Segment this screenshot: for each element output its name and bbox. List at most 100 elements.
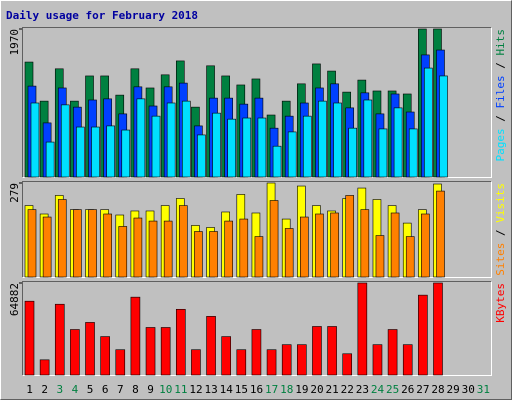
y-tick-label: 64882 <box>8 283 21 316</box>
bar <box>206 316 216 376</box>
x-tick-label: 13 <box>204 383 217 396</box>
x-tick-label: 20 <box>310 383 323 396</box>
x-tick-label: 17 <box>265 383 278 396</box>
bar <box>181 100 191 178</box>
x-tick-label: 6 <box>102 383 109 396</box>
bar <box>312 326 322 376</box>
bar <box>212 112 221 178</box>
bar <box>390 212 400 278</box>
bar <box>227 118 236 178</box>
bar <box>297 344 307 376</box>
bar <box>166 102 176 178</box>
plot-border-dark <box>22 281 492 376</box>
bar <box>54 303 65 376</box>
bar <box>209 231 218 278</box>
bar <box>163 220 173 278</box>
bar <box>333 102 342 178</box>
bar <box>160 327 171 376</box>
legend-entry: Visits <box>494 183 507 223</box>
bar <box>303 115 312 178</box>
x-tick-label: 26 <box>401 383 414 396</box>
legend: KBytes <box>494 283 507 323</box>
x-tick-label: 11 <box>174 383 187 396</box>
legend-entry: Sites <box>494 243 507 276</box>
bar <box>73 209 82 278</box>
bar <box>242 117 252 178</box>
bar <box>191 349 201 376</box>
plot-border-light <box>22 281 492 376</box>
x-tick-label: 9 <box>147 383 154 396</box>
x-tick-label: 18 <box>280 383 293 396</box>
bar <box>421 213 430 278</box>
chart-title: Daily usage for February 2018 <box>6 9 198 22</box>
bar <box>284 228 294 278</box>
bar <box>436 190 445 278</box>
bar <box>76 126 85 178</box>
bar <box>60 104 70 178</box>
x-tick-label: 5 <box>87 383 94 396</box>
legend-entry: Hits <box>494 29 507 56</box>
bar <box>175 308 186 376</box>
bar <box>257 117 267 178</box>
x-tick-label: 4 <box>72 383 79 396</box>
bar <box>100 336 110 376</box>
plot-border-dark <box>22 181 492 278</box>
legend-entry: Pages <box>494 128 507 161</box>
bar <box>194 231 203 278</box>
bar <box>433 282 443 376</box>
bar <box>348 127 358 178</box>
x-tick-label: 10 <box>159 383 172 396</box>
bar <box>439 75 448 178</box>
bar <box>281 344 292 376</box>
bar <box>387 329 398 376</box>
bar <box>402 344 413 376</box>
bar <box>272 145 282 178</box>
bar <box>121 129 131 178</box>
bar <box>70 329 80 376</box>
x-tick-label: 25 <box>386 383 399 396</box>
bar <box>151 115 161 178</box>
bar <box>24 300 35 376</box>
bar <box>287 131 297 178</box>
legend-entry: KBytes <box>494 283 507 323</box>
bar <box>45 141 55 178</box>
bar <box>330 212 339 278</box>
bar <box>424 67 433 178</box>
bar <box>300 216 309 278</box>
x-tick-label: 12 <box>189 383 202 396</box>
x-tick-label: 31 <box>477 383 490 396</box>
bar <box>85 322 95 376</box>
x-tick-label: 21 <box>326 383 339 396</box>
bar <box>103 213 112 278</box>
bar <box>197 134 206 178</box>
x-tick-label: 3 <box>57 383 64 396</box>
x-tick-label: 28 <box>431 383 444 396</box>
x-tick-label: 2 <box>41 383 48 396</box>
bar <box>91 126 100 178</box>
legend-separator: / <box>494 56 507 76</box>
bar <box>118 226 128 278</box>
x-tick-label: 16 <box>250 383 263 396</box>
bar <box>88 209 97 278</box>
x-tick-label: 1 <box>26 383 33 396</box>
bar <box>136 98 146 178</box>
bar <box>42 216 52 278</box>
bar <box>239 218 249 278</box>
bar <box>375 235 385 278</box>
bar <box>39 359 50 376</box>
bar <box>57 199 67 278</box>
bar <box>342 353 353 376</box>
x-tick-label: 27 <box>416 383 429 396</box>
bar <box>221 336 231 376</box>
bar <box>133 217 143 278</box>
bar <box>130 296 141 376</box>
bar <box>30 102 40 178</box>
bar <box>408 128 418 178</box>
x-tick-label: 14 <box>220 383 234 396</box>
bar <box>315 213 324 278</box>
legend-entry: Files <box>494 75 507 108</box>
y-tick-label: 1970 <box>8 29 21 56</box>
bar <box>360 209 370 278</box>
bar <box>27 209 37 278</box>
